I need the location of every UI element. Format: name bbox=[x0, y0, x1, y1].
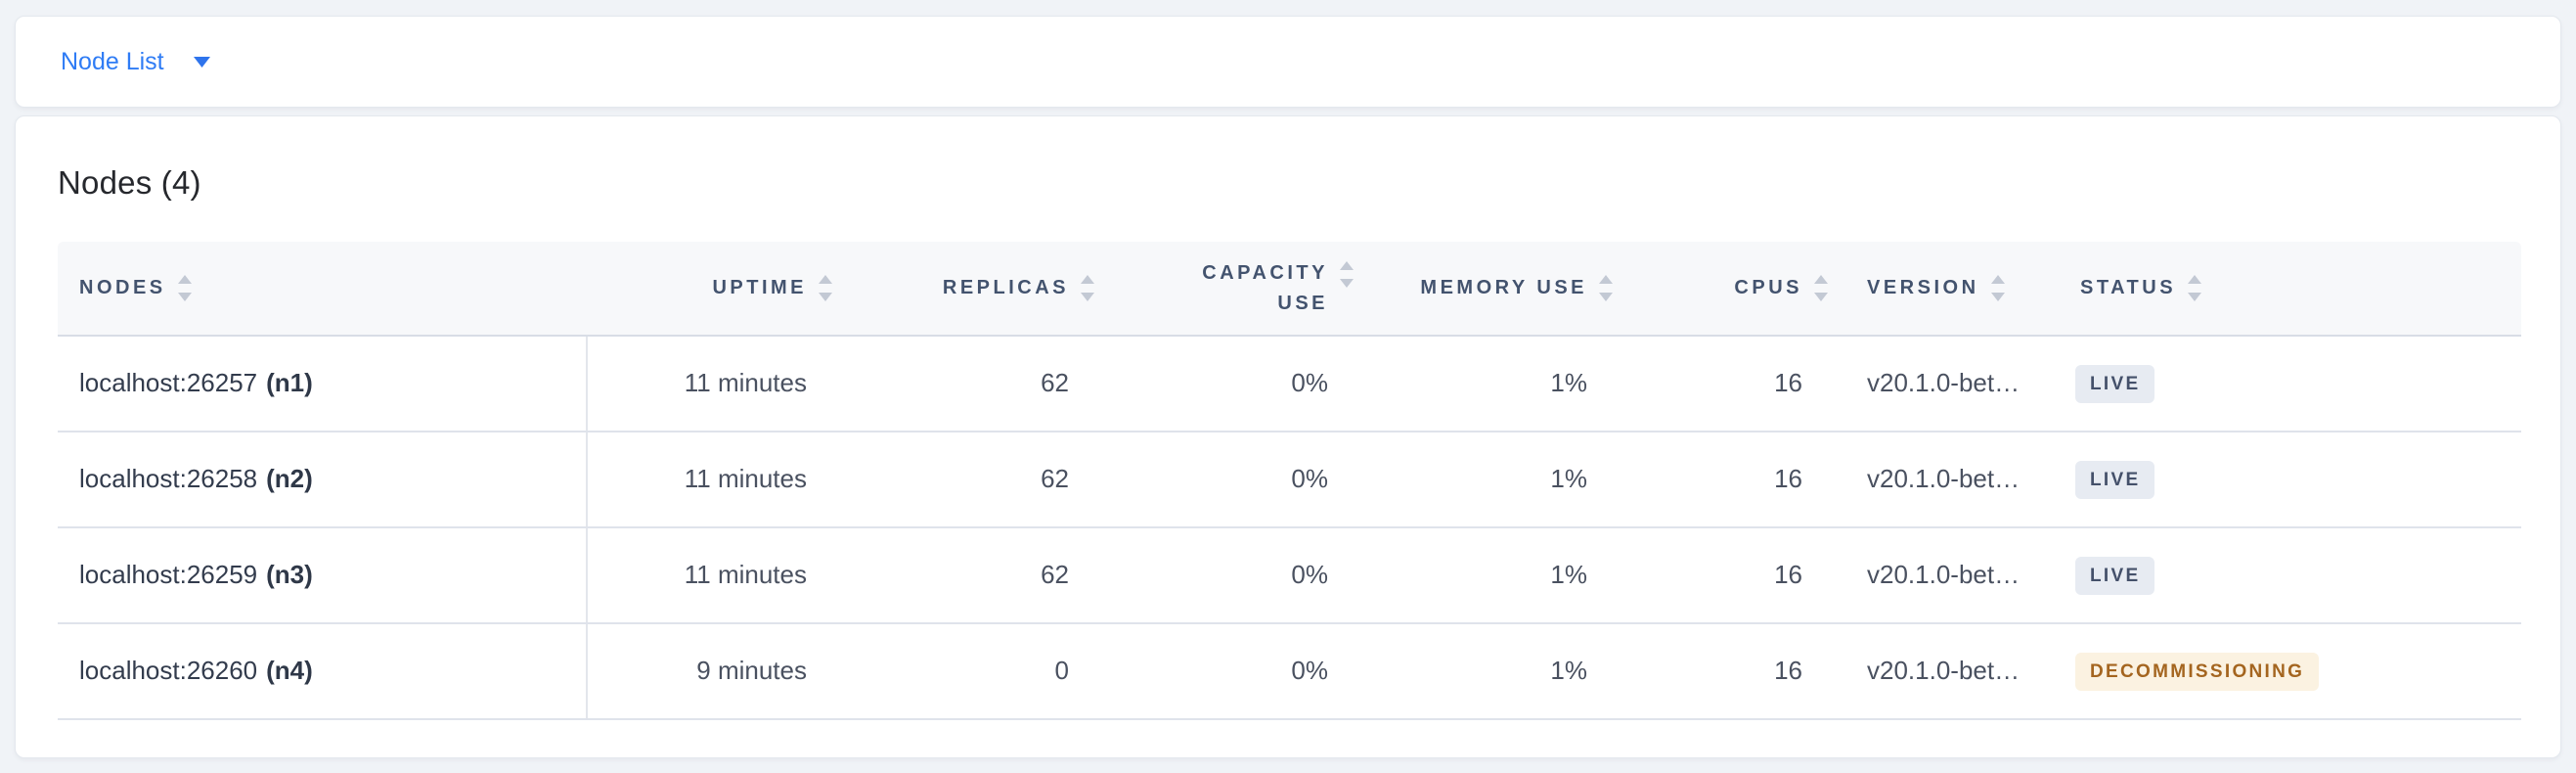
table-body: localhost:26257 (n1) 11 minutes 62 0% 1%… bbox=[58, 337, 2521, 720]
status-cell: LIVE bbox=[2050, 460, 2521, 499]
node-address: localhost:26257 bbox=[79, 368, 258, 398]
status-cell: LIVE bbox=[2050, 364, 2521, 403]
nodes-card: Nodes (4) NODES UPTIME REPLICAS CAPACITY… bbox=[15, 115, 2561, 758]
node-id: (n1) bbox=[266, 368, 313, 398]
table-header-row: NODES UPTIME REPLICAS CAPACITY USE MEMOR… bbox=[58, 242, 2521, 337]
memory-use-cell: 1% bbox=[1550, 560, 1587, 590]
node-list-dropdown-label: Node List bbox=[61, 47, 164, 75]
node-address-cell: localhost:26260 (n4) bbox=[58, 624, 588, 718]
version-cell: v20.1.0-bet… bbox=[1867, 560, 2021, 590]
node-id: (n4) bbox=[266, 656, 313, 686]
table-row-node-2: localhost:26258 (n2) 11 minutes 62 0% 1%… bbox=[58, 432, 2521, 528]
cpus-cell: 16 bbox=[1774, 656, 1802, 686]
table-row-node-1: localhost:26257 (n1) 11 minutes 62 0% 1%… bbox=[58, 337, 2521, 432]
column-header-memory-use[interactable]: MEMORY USE bbox=[1355, 275, 1615, 301]
memory-use-cell: 1% bbox=[1550, 368, 1587, 398]
sort-icon bbox=[1990, 275, 2005, 301]
status-badge: LIVE bbox=[2075, 556, 2155, 595]
sort-icon bbox=[1814, 275, 1828, 301]
version-cell: v20.1.0-bet… bbox=[1867, 464, 2021, 494]
status-cell: DECOMMISSIONING bbox=[2050, 652, 2521, 691]
cpus-cell: 16 bbox=[1774, 560, 1802, 590]
cpus-cell: 16 bbox=[1774, 464, 1802, 494]
replicas-cell: 0 bbox=[1054, 656, 1069, 686]
cpus-cell: 16 bbox=[1774, 368, 1802, 398]
uptime-cell: 11 minutes bbox=[684, 464, 807, 494]
node-address-cell: localhost:26257 (n1) bbox=[58, 337, 588, 431]
capacity-use-cell: 0% bbox=[1291, 656, 1328, 686]
sort-icon bbox=[177, 275, 192, 301]
column-header-version[interactable]: VERSION bbox=[1830, 275, 2050, 301]
status-badge: DECOMMISSIONING bbox=[2075, 652, 2320, 691]
sort-icon bbox=[819, 275, 832, 301]
column-header-replicas[interactable]: REPLICAS bbox=[834, 275, 1096, 301]
status-badge: LIVE bbox=[2075, 364, 2155, 403]
view-selector-card: Node List bbox=[15, 16, 2561, 108]
node-address-cell: localhost:26258 (n2) bbox=[58, 432, 588, 526]
node-address-cell: localhost:26259 (n3) bbox=[58, 528, 588, 622]
column-header-nodes[interactable]: NODES bbox=[58, 275, 588, 301]
column-header-cpus[interactable]: CPUS bbox=[1615, 275, 1830, 301]
node-id: (n3) bbox=[266, 560, 313, 590]
page-title: Nodes (4) bbox=[58, 164, 201, 201]
uptime-cell: 9 minutes bbox=[696, 656, 807, 686]
table-row-node-4: localhost:26260 (n4) 9 minutes 0 0% 1% 1… bbox=[58, 624, 2521, 720]
replicas-cell: 62 bbox=[1041, 368, 1069, 398]
node-address: localhost:26260 bbox=[79, 656, 258, 686]
capacity-use-cell: 0% bbox=[1291, 368, 1328, 398]
table-row-node-3: localhost:26259 (n3) 11 minutes 62 0% 1%… bbox=[58, 528, 2521, 624]
uptime-cell: 11 minutes bbox=[684, 368, 807, 398]
node-table: NODES UPTIME REPLICAS CAPACITY USE MEMOR… bbox=[58, 242, 2521, 720]
node-id: (n2) bbox=[266, 464, 313, 494]
column-header-uptime[interactable]: UPTIME bbox=[588, 275, 834, 301]
memory-use-cell: 1% bbox=[1550, 656, 1587, 686]
version-cell: v20.1.0-bet… bbox=[1867, 368, 2021, 398]
column-header-capacity-use[interactable]: CAPACITY USE bbox=[1096, 258, 1355, 319]
node-address: localhost:26259 bbox=[79, 560, 258, 590]
replicas-cell: 62 bbox=[1041, 560, 1069, 590]
sort-icon bbox=[1081, 275, 1094, 301]
sort-icon bbox=[1340, 260, 1354, 288]
memory-use-cell: 1% bbox=[1550, 464, 1587, 494]
capacity-use-cell: 0% bbox=[1291, 464, 1328, 494]
node-address: localhost:26258 bbox=[79, 464, 258, 494]
status-cell: LIVE bbox=[2050, 556, 2521, 595]
column-header-status[interactable]: STATUS bbox=[2050, 275, 2521, 301]
capacity-use-cell: 0% bbox=[1291, 560, 1328, 590]
sort-icon bbox=[2188, 275, 2202, 301]
uptime-cell: 11 minutes bbox=[684, 560, 807, 590]
sort-icon bbox=[1599, 275, 1613, 301]
status-badge: LIVE bbox=[2075, 460, 2155, 499]
version-cell: v20.1.0-bet… bbox=[1867, 656, 2021, 686]
caret-down-icon bbox=[193, 56, 210, 68]
node-list-dropdown[interactable]: Node List bbox=[61, 47, 210, 75]
replicas-cell: 62 bbox=[1041, 464, 1069, 494]
